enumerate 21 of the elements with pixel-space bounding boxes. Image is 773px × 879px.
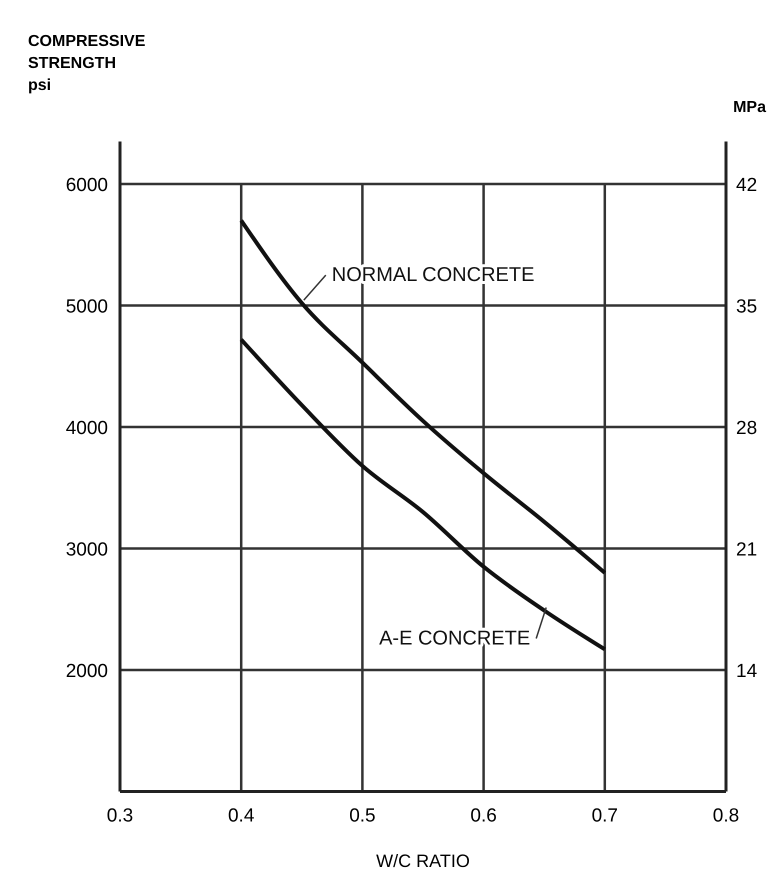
line-series: [239, 338, 607, 652]
x-tick-label: 0.8: [712, 806, 740, 826]
y2-tick-label: 21: [736, 540, 758, 561]
y-tick-label: 4000: [66, 418, 108, 440]
x-tick-label: 0.4: [228, 806, 255, 826]
y-axis-title: COMPRESSIVE STRENGTH psi: [28, 33, 146, 94]
y-tick-label: 2000: [66, 661, 108, 682]
x-axis-title: W/C RATIO: [376, 851, 470, 871]
y2-tick-label: 35: [736, 296, 758, 318]
x-tick-label: 0.6: [470, 806, 497, 826]
y-tick-label: 3000: [66, 540, 108, 561]
y2-tick-label: 28: [736, 418, 758, 440]
y2-axis-title: MPa: [733, 99, 766, 116]
x-tick-label: 0.5: [349, 806, 376, 826]
x-tick-label: 0.7: [592, 806, 618, 826]
y-tick-label: 6000: [66, 175, 108, 196]
line-series: [239, 218, 607, 575]
x-tick-label: 0.3: [106, 806, 134, 826]
y2-tick-label: 14: [736, 661, 758, 682]
y2-tick-label: 42: [736, 175, 758, 196]
y-tick-label: 5000: [66, 296, 108, 318]
